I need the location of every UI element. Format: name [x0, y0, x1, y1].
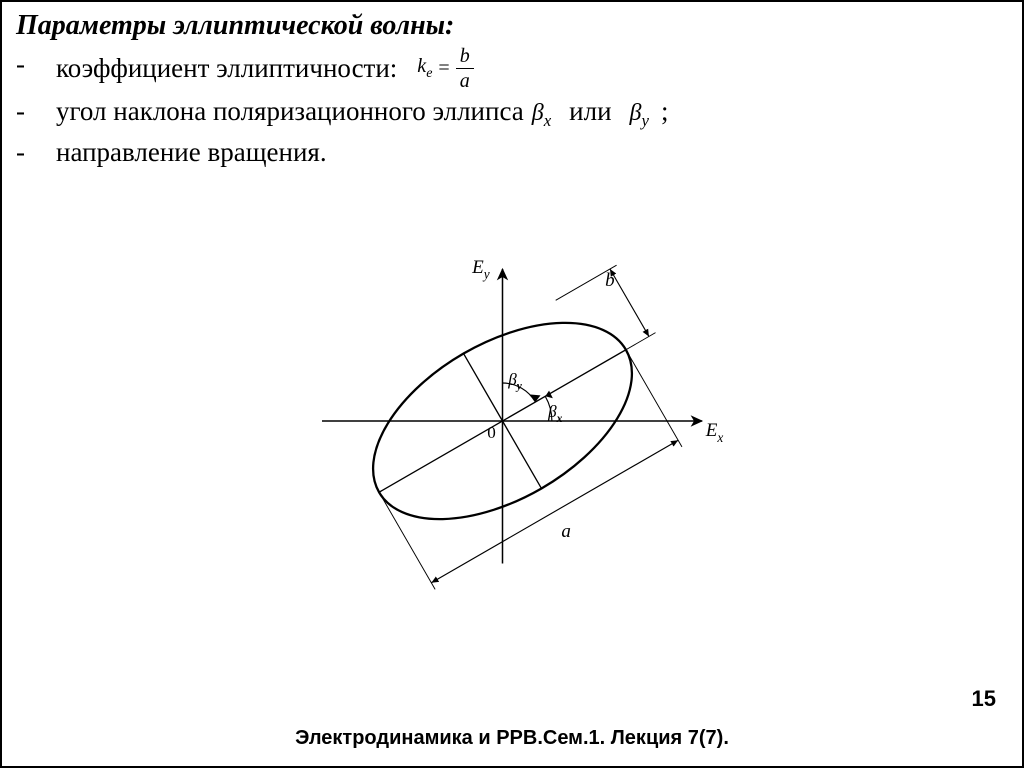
bullet-row-1: - коэффициент эллиптичности: ke = b a	[16, 46, 1008, 91]
beta-y-sub: y	[642, 111, 649, 130]
beta-x-arc-arrow	[545, 391, 553, 399]
formula-k: k	[417, 55, 426, 77]
a-ext-left	[379, 492, 435, 589]
beta-y-arc-arrow	[529, 394, 540, 402]
ey-sub: y	[482, 266, 490, 281]
beta-y-symbol: βy	[622, 97, 657, 132]
formula-eq: =	[438, 55, 449, 82]
formula-bar	[456, 68, 474, 69]
a-label: a	[561, 521, 571, 542]
page-number: 15	[972, 686, 996, 712]
bullet-2-text: угол наклона поляризационного эллипса	[56, 93, 524, 129]
beta-y-label: βy	[507, 370, 523, 393]
section-title: Параметры эллиптической волны:	[16, 10, 1008, 42]
bullet-row-2: - угол наклона поляризационного эллипса …	[16, 93, 1008, 132]
beta-x-label-sub: x	[556, 413, 563, 425]
beta-y-glyph: β	[507, 370, 517, 389]
origin-label: 0	[487, 423, 496, 442]
ex-sub: x	[716, 430, 723, 445]
ex-label: Ex	[705, 420, 724, 445]
beta-y-label-sub: y	[515, 381, 523, 393]
ey-E: E	[471, 257, 484, 278]
b-dim-line	[610, 269, 649, 336]
beta-glyph: β	[630, 100, 642, 126]
page: Параметры эллиптической волны: - коэффиц…	[0, 0, 1024, 768]
semicolon: ;	[657, 93, 669, 129]
ex-E: E	[705, 420, 718, 441]
beta-x-symbol: βx	[524, 97, 559, 132]
bullet-row-3: - направление вращения.	[16, 134, 1008, 170]
ellipse-group	[340, 265, 711, 589]
diagram-container: Ex Ey 0 a b βx βy	[16, 231, 1008, 611]
content-area: Параметры эллиптической волны: - коэффиц…	[2, 2, 1022, 611]
or-text: или	[559, 93, 621, 129]
beta-x-sub: x	[544, 111, 551, 130]
footer-text: Электродинамика и РРВ.Сем.1. Лекция 7(7)…	[2, 727, 1022, 750]
formula-k-sub: e	[426, 66, 432, 81]
formula-lhs: ke	[417, 53, 432, 84]
formula-numerator: b	[456, 46, 474, 66]
bullet-1-content: коэффициент эллиптичности: ke = b a	[56, 46, 474, 91]
bullet-dash: -	[16, 93, 56, 129]
bullet-dash: -	[16, 134, 56, 170]
b-ext-1	[626, 333, 656, 350]
beta-glyph: β	[532, 100, 544, 126]
ellipticity-formula: ke = b a	[417, 46, 473, 91]
a-dim-line	[431, 440, 678, 583]
a-ext-right	[626, 350, 682, 447]
formula-denominator: a	[456, 71, 474, 91]
b-label: b	[605, 270, 615, 291]
formula-fraction: b a	[456, 46, 474, 91]
bullet-2-content: угол наклона поляризационного эллипса βx…	[56, 93, 668, 132]
ey-label: Ey	[471, 257, 490, 282]
bullet-3-text: направление вращения.	[56, 134, 327, 170]
beta-x-glyph: β	[547, 402, 557, 421]
polarization-ellipse-diagram: Ex Ey 0 a b βx βy	[282, 231, 742, 611]
bullet-dash: -	[16, 46, 56, 82]
bullet-1-text: коэффициент эллиптичности:	[56, 50, 397, 86]
